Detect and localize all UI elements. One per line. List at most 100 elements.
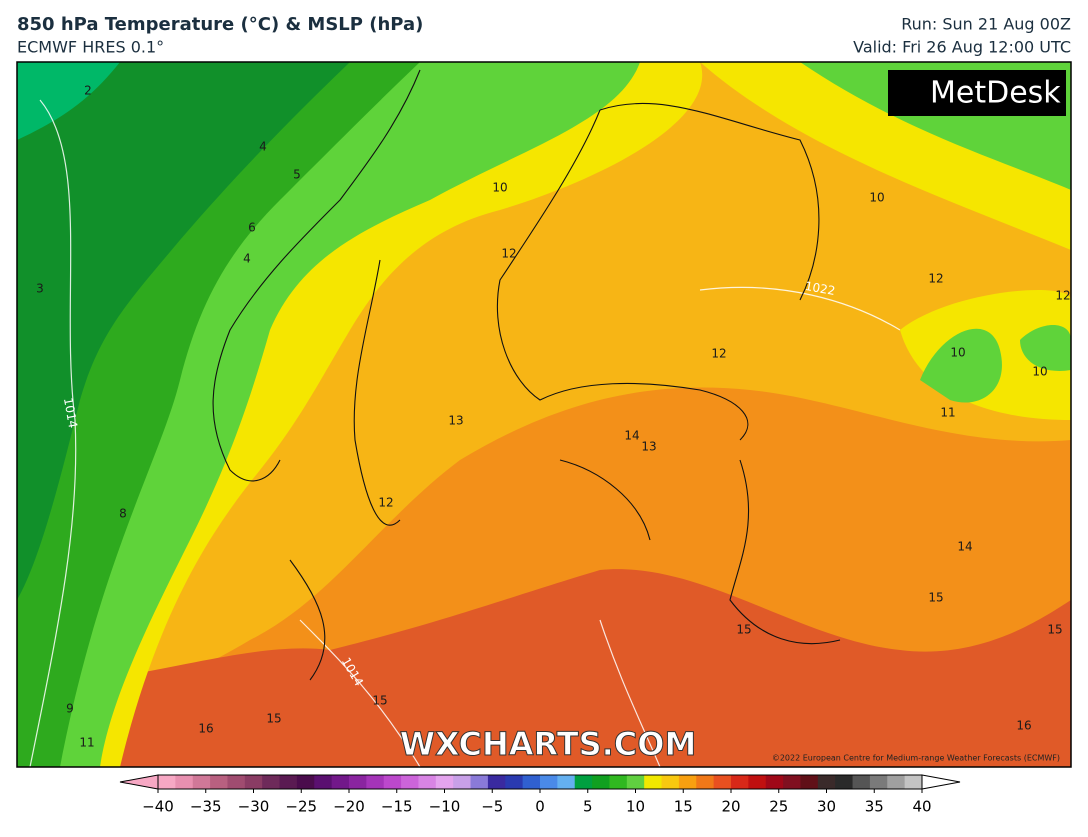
colorbar-tick-label: −5 xyxy=(481,798,503,816)
valid-time: Valid: Fri 26 Aug 12:00 UTC xyxy=(853,38,1071,57)
colorbar-cell xyxy=(296,775,315,789)
colorbar-cell xyxy=(557,775,576,789)
colorbar-cell xyxy=(418,775,437,789)
subtitle: ECMWF HRES 0.1° xyxy=(17,38,164,57)
colorbar-cell xyxy=(470,775,489,789)
temperature-label: 4 xyxy=(259,140,267,154)
temperature-label: 8 xyxy=(119,507,127,521)
colorbar-tick-label: 40 xyxy=(912,798,931,816)
colorbar-tick-label: 35 xyxy=(865,798,884,816)
colorbar-cell xyxy=(869,775,888,789)
colorbar-cell xyxy=(696,775,715,789)
colorbar-cell xyxy=(244,775,263,789)
colorbar-tick-label: 10 xyxy=(626,798,645,816)
temperature-label: 16 xyxy=(198,722,213,736)
map: MetDesk WXCHARTS.COM ©2022 European Cent… xyxy=(17,62,1071,767)
temperature-label: 14 xyxy=(624,429,639,443)
colorbar-cell xyxy=(383,775,402,789)
colorbar-cell xyxy=(609,775,628,789)
colorbar-tick-label: 20 xyxy=(721,798,740,816)
temperature-label: 11 xyxy=(940,406,955,420)
colorbar-tick-label: −10 xyxy=(429,798,461,816)
credit: ©2022 European Centre for Medium-range W… xyxy=(772,754,1060,763)
colorbar-cell xyxy=(279,775,298,789)
temperature-label: 12 xyxy=(1055,289,1070,303)
temperature-label: 12 xyxy=(501,247,516,261)
watermark: WXCHARTS.COM xyxy=(400,725,697,763)
colorbar-end xyxy=(921,774,961,790)
colorbar-cell xyxy=(158,775,176,789)
colorbar-cell xyxy=(852,775,871,789)
temperature-label: 3 xyxy=(36,282,44,296)
colorbar-cell xyxy=(713,775,732,789)
colorbar-cell xyxy=(487,775,506,789)
colorbar-cell xyxy=(210,775,228,789)
colorbar-tick-label: −15 xyxy=(381,798,413,816)
colorbar-cell xyxy=(661,775,680,789)
temperature-label: 10 xyxy=(492,181,507,195)
colorbar-cell xyxy=(592,775,610,789)
colorbar-cell xyxy=(505,775,524,789)
colorbar-end xyxy=(119,774,159,790)
colorbar-tick-label: 25 xyxy=(769,798,788,816)
colorbar-cell xyxy=(262,775,281,789)
temperature-label: 15 xyxy=(266,712,281,726)
colorbar-cell xyxy=(227,775,246,789)
temperature-label: 13 xyxy=(641,440,656,454)
colorbar-cell xyxy=(192,775,211,789)
colorbar-tick-label: −30 xyxy=(238,798,270,816)
colorbar-cell xyxy=(366,775,385,789)
temperature-label: 6 xyxy=(248,221,256,235)
colorbar-cell xyxy=(904,775,923,789)
temperature-label: 2 xyxy=(84,84,92,98)
temperature-label: 15 xyxy=(1047,623,1062,637)
colorbar: −40 −35 −30 −25 −20 −15 −10 −5 0 5 10 15 20 25 30 35 40 xyxy=(119,774,961,816)
colorbar-cell xyxy=(800,775,819,789)
colorbar-cell xyxy=(314,775,333,789)
colorbar-cell xyxy=(522,775,541,789)
temperature-label: 16 xyxy=(1016,719,1031,733)
colorbar-cell xyxy=(540,775,558,789)
colorbar-cell xyxy=(331,775,350,789)
colorbar-tick-label: −25 xyxy=(285,798,317,816)
colorbar-cell xyxy=(401,775,419,789)
logo-box xyxy=(888,70,1066,116)
colorbar-cell xyxy=(453,775,472,789)
colorbar-cell xyxy=(574,775,593,789)
map-frame xyxy=(16,61,1072,768)
title: 850 hPa Temperature (°C) & MSLP (hPa) xyxy=(17,14,423,35)
temperature-label: 13 xyxy=(448,414,463,428)
temperature-label: 12 xyxy=(711,347,726,361)
temperature-label: 5 xyxy=(293,168,301,182)
temperature-label: 4 xyxy=(243,252,251,266)
colorbar-cell xyxy=(626,775,645,789)
temperature-label: 14 xyxy=(957,540,972,554)
temperature-label: 15 xyxy=(928,591,943,605)
colorbar-tick-label: 15 xyxy=(674,798,693,816)
colorbar-tick-label: 0 xyxy=(535,798,545,816)
colorbar-cell xyxy=(835,775,854,789)
colorbar-cell xyxy=(175,775,194,789)
temperature-label: 10 xyxy=(1032,365,1047,379)
pressure-label: 1022 xyxy=(804,279,837,298)
temperature-label: 10 xyxy=(950,346,965,360)
colorbar-cell xyxy=(678,775,697,789)
temperature-label: 15 xyxy=(736,623,751,637)
colorbar-cell xyxy=(644,775,663,789)
colorbar-tick-label: 5 xyxy=(583,798,593,816)
temperature-label: 11 xyxy=(79,736,94,750)
colorbar-tick-label: −35 xyxy=(190,798,222,816)
colorbar-cell xyxy=(349,775,367,789)
colorbar-cell xyxy=(435,775,454,789)
run-time: Run: Sun 21 Aug 00Z xyxy=(901,15,1071,34)
colorbar-cell xyxy=(887,775,906,789)
temperature-label: 12 xyxy=(378,496,393,510)
temperature-label: 9 xyxy=(66,702,74,716)
colorbar-cell xyxy=(748,775,767,789)
colorbar-cell xyxy=(731,775,749,789)
colorbar-tick-label: −20 xyxy=(333,798,365,816)
temperature-label: 10 xyxy=(869,191,884,205)
colorbar-tick-label: −40 xyxy=(142,798,174,816)
colorbar-cell xyxy=(817,775,836,789)
